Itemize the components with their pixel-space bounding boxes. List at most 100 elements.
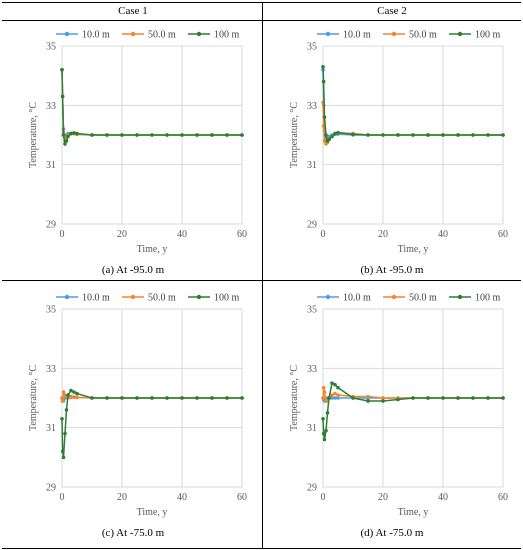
legend-entry: 10.0 m — [343, 293, 371, 304]
data-point — [60, 416, 64, 421]
y-tick-label: 33 — [307, 101, 317, 112]
x-tick-label: 60 — [237, 229, 247, 240]
data-point — [325, 411, 330, 415]
caption-b: (b) At -95.0 m — [360, 264, 424, 276]
data-point — [322, 390, 327, 394]
x-axis-label: Time, y — [137, 507, 168, 518]
data-point — [150, 396, 154, 400]
data-point — [396, 133, 400, 137]
x-tick-label: 20 — [117, 492, 127, 503]
chart-svg: 29 31 33 35 0 20 40 60 Time, y Temperature, °C 10.… — [28, 293, 247, 519]
data-point — [63, 142, 67, 146]
data-point — [63, 431, 67, 436]
legend-marker — [196, 294, 202, 300]
data-point — [210, 396, 214, 400]
data-point — [90, 133, 94, 137]
y-axis-label: Temperature, °C — [28, 365, 39, 431]
data-point — [150, 133, 154, 137]
legend-entry: 100 m — [214, 30, 240, 41]
x-tick-label: 20 — [117, 229, 127, 240]
legend-entry: 50.0 m — [148, 293, 176, 304]
data-point — [61, 133, 66, 137]
x-tick-label: 40 — [438, 492, 448, 503]
data-point — [336, 385, 340, 390]
data-point — [324, 428, 328, 433]
data-point — [180, 396, 184, 400]
legend-marker — [457, 31, 463, 37]
data-point — [60, 67, 64, 72]
y-tick-label: 35 — [307, 42, 317, 53]
series-line — [61, 69, 242, 147]
chart-svg: 29 31 33 35 0 20 40 60 Time, y Temperature, °C 10.… — [28, 30, 247, 256]
data-point — [333, 396, 337, 400]
x-tick-label: 40 — [177, 229, 187, 240]
row-divider — [2, 280, 521, 281]
x-tick-label: 0 — [321, 229, 326, 240]
legend-marker — [325, 31, 331, 37]
data-point — [471, 133, 475, 137]
y-axis-label: Temperature, °C — [289, 102, 300, 168]
data-point — [396, 397, 400, 402]
data-point — [321, 416, 325, 421]
data-point — [366, 399, 370, 403]
data-point — [351, 132, 355, 137]
header-case-1: Case 1 — [118, 5, 148, 17]
data-point — [69, 388, 73, 393]
legend-marker — [457, 294, 463, 300]
data-point — [321, 385, 326, 390]
data-point — [195, 396, 199, 400]
y-axis-label: Temperature, °C — [28, 102, 39, 168]
y-tick-label: 31 — [46, 160, 56, 171]
data-point — [336, 130, 340, 135]
y-tick-label: 31 — [46, 423, 56, 434]
data-point — [486, 133, 490, 137]
caption-c: (c) At -75.0 m — [101, 527, 165, 539]
data-point — [330, 381, 334, 385]
data-point — [336, 396, 340, 400]
series-line — [61, 69, 242, 141]
data-point — [165, 396, 169, 400]
data-point — [324, 133, 328, 137]
caption-d: (d) At -75.0 m — [360, 527, 424, 539]
data-point — [321, 64, 325, 69]
data-point — [105, 396, 109, 400]
data-point — [90, 396, 94, 400]
chart-panel-b: 29 31 33 35 0 20 40 60 Time, y Temperature, °C 10.… — [265, 24, 519, 260]
data-point — [64, 408, 69, 412]
bottom-border — [2, 548, 521, 549]
data-point — [69, 395, 73, 400]
series-line — [322, 382, 503, 440]
chart-panel-a: 29 31 33 35 0 20 40 60 Time, y Temperature, °C 10.… — [4, 24, 258, 260]
series-line — [61, 389, 242, 458]
y-tick-label: 33 — [46, 364, 56, 375]
legend-marker — [64, 31, 70, 37]
data-point — [441, 133, 445, 137]
data-point — [441, 396, 445, 400]
data-point — [75, 131, 79, 136]
data-point — [381, 396, 385, 400]
column-divider — [262, 2, 263, 548]
x-tick-label: 60 — [498, 229, 508, 240]
legend-entry: 100 m — [475, 30, 501, 41]
data-point — [135, 133, 139, 137]
data-point — [333, 391, 337, 396]
y-axis-label: Temperature, °C — [289, 365, 300, 431]
y-tick-label: 35 — [46, 42, 56, 53]
data-point — [381, 133, 385, 137]
data-point — [366, 133, 370, 137]
data-point — [60, 94, 65, 99]
data-point — [72, 395, 76, 399]
y-tick-label: 31 — [307, 423, 317, 434]
legend-entry: 100 m — [475, 293, 501, 304]
header-case-2: Case 2 — [377, 5, 407, 17]
data-point — [105, 133, 109, 137]
data-point — [471, 396, 475, 400]
chart-panel-d: 29 31 33 35 0 20 40 60 Time, y Temperature, °C 10.… — [265, 287, 519, 523]
data-point — [411, 133, 415, 137]
data-point — [336, 393, 340, 397]
data-point — [330, 134, 334, 139]
data-point — [321, 79, 326, 84]
legend-entry: 50.0 m — [148, 30, 176, 41]
legend-marker — [391, 294, 397, 300]
data-point — [195, 133, 199, 137]
